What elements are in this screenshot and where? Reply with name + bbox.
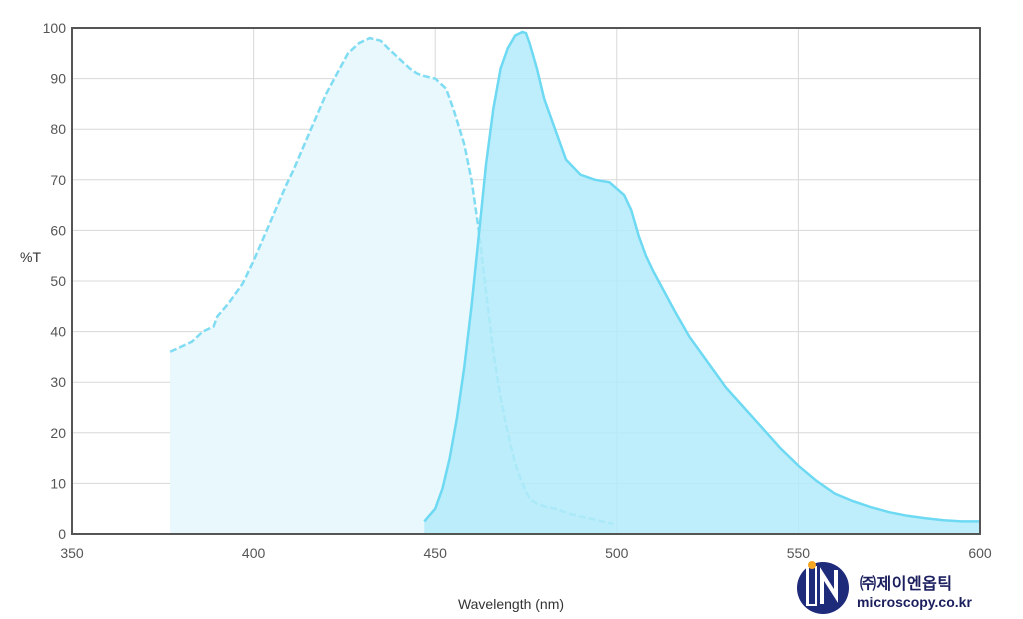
- y-tick-label: 70: [50, 172, 66, 188]
- x-axis-ticks: 350 400 450 500 550 600: [60, 545, 992, 561]
- y-tick-label: 90: [50, 71, 66, 87]
- y-axis-ticks: 0 10 20 30 40 50 60 70 80 90 100: [43, 20, 67, 542]
- y-axis-title: %T: [20, 249, 41, 265]
- y-tick-label: 10: [50, 475, 66, 491]
- x-tick-label: 450: [424, 545, 448, 561]
- x-tick-label: 400: [242, 545, 266, 561]
- company-logo: ㈜제이엔옵틱 microscopy.co.kr: [796, 558, 996, 616]
- x-axis-title: Wavelength (nm): [458, 596, 564, 612]
- y-tick-label: 0: [58, 526, 66, 542]
- jn-logo-icon: [797, 561, 849, 614]
- x-tick-label: 500: [605, 545, 629, 561]
- x-tick-label: 600: [968, 545, 992, 561]
- plot-frame: [71, 27, 981, 535]
- logo-company-name: ㈜제이엔옵틱: [860, 574, 953, 593]
- x-tick-label: 350: [60, 545, 84, 561]
- y-tick-label: 20: [50, 425, 66, 441]
- y-tick-label: 50: [50, 273, 66, 289]
- y-tick-label: 30: [50, 374, 66, 390]
- series-1-line: [169, 36, 614, 526]
- series-2-area: [424, 32, 980, 534]
- x-tick-label: 550: [787, 545, 811, 561]
- y-tick-label: 40: [50, 324, 66, 340]
- logo-url: microscopy.co.kr: [857, 594, 972, 610]
- y-tick-label: 60: [50, 222, 66, 238]
- series-2-line: [423, 30, 980, 523]
- y-tick-label: 100: [43, 20, 67, 36]
- series-areas: [169, 30, 980, 534]
- y-tick-label: 80: [50, 121, 66, 137]
